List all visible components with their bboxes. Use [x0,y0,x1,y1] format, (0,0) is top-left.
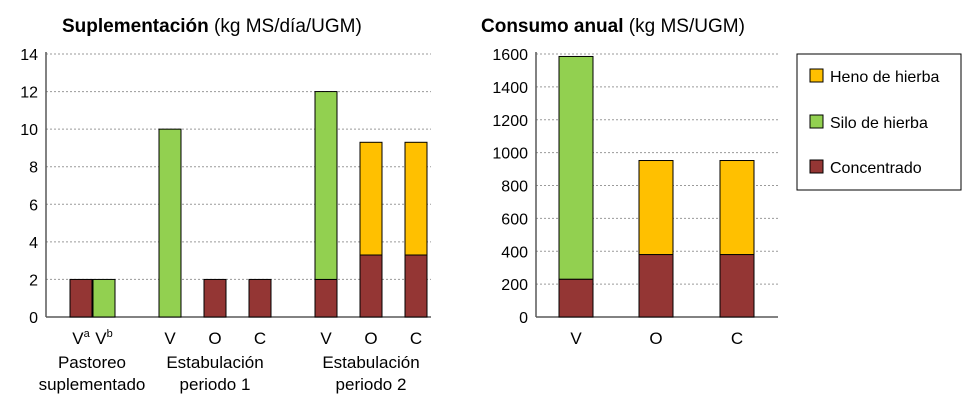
bar-concentrado-4 [248,278,272,318]
x-tick-label-3: O [208,329,221,348]
chart2-title-bold: Consumo anual [481,16,624,37]
bar-silo-1 [92,278,116,318]
y-tick-label-1400: 1400 [492,80,528,97]
y-tick-label-14: 14 [20,47,38,64]
x-tick-label-6: O [364,329,377,348]
legend-swatch-heno [809,68,824,83]
y-tick-label-12: 12 [20,85,38,102]
y-tick-label-10: 10 [20,122,38,139]
bar-concentrado-5 [314,278,338,318]
chart2-title: Consumo anual (kg MS/UGM) [481,16,745,37]
y-tick-label-1000: 1000 [492,146,528,163]
x-tick-base-4: C [254,329,266,348]
legend-label-concentrado: Concentrado [830,160,922,177]
group-label-1-0: Estabulación [166,353,263,372]
group-label-1-1: periodo 1 [180,375,251,394]
x-tick-base-0: V [570,329,582,348]
group-label-0-1: suplementado [39,375,146,394]
chart1-title-units: (kg MS/día/UGM) [209,16,362,37]
suplementacion-chart: Suplementación (kg MS/día/UGM) 0 2 4 6 8 10 12 1… [20,16,431,394]
x-tick-label-0: V [570,329,582,348]
legend-label-silo: Silo de hierba [830,115,928,132]
y-tick-label-0: 0 [519,310,528,327]
x-tick-label-4: C [254,329,266,348]
x-tick-sup-0: a [84,328,91,340]
y-tick-label-4: 4 [29,235,38,252]
x-tick-base-2: C [731,329,743,348]
legend-label-heno: Heno de hierba [830,69,940,86]
x-tick-label-1: O [649,329,662,348]
bar-silo-2 [158,128,182,318]
x-tick-label-1: Vb [95,328,112,348]
legend-swatch-silo [809,114,824,129]
y-tick-label-800: 800 [501,179,528,196]
bar-concentrado-0 [69,278,93,318]
x-tick-base-5: V [320,329,332,348]
y-tick-label-6: 6 [29,197,38,214]
legend: Heno de hierba Silo de hierba Concentrado [796,53,962,191]
group-label-2-1: periodo 2 [336,375,407,394]
chart1-title: Suplementación (kg MS/día/UGM) [62,16,362,37]
x-tick-base-1: O [649,329,662,348]
x-tick-sup-1: b [107,328,113,340]
chart2-title-units: (kg MS/UGM) [624,16,745,37]
x-tick-base-2: V [164,329,176,348]
x-tick-label-2: C [731,329,743,348]
y-tick-label-200: 200 [501,277,528,294]
y-tick-label-2: 2 [29,272,38,289]
y-tick-label-1600: 1600 [492,47,528,64]
group-label-0-0: Pastoreo [58,353,126,372]
x-tick-base-6: O [364,329,377,348]
chart1-title-bold: Suplementación [62,16,209,37]
bar-concentrado-0 [558,278,594,318]
y-tick-label-1200: 1200 [492,113,528,130]
x-tick-base-7: C [410,329,422,348]
bar-silo-5 [314,91,338,280]
bar-heno-7 [404,141,428,256]
bar-silo-0 [558,55,594,280]
bar-concentrado-3 [203,278,227,318]
y-tick-label-8: 8 [29,160,38,177]
legend-swatch-concentrado [809,159,824,174]
x-tick-label-0: Va [72,328,90,348]
legend-box [796,53,962,191]
bar-concentrado-1 [638,254,674,318]
bar-concentrado-7 [404,254,428,318]
group-label-2-0: Estabulación [322,353,419,372]
bar-concentrado-2 [719,254,755,318]
y-tick-label-400: 400 [501,244,528,261]
x-tick-base-1: V [95,329,107,348]
x-tick-base-3: O [208,329,221,348]
bar-heno-2 [719,160,755,256]
y-tick-label-600: 600 [501,211,528,228]
x-tick-base-0: V [72,329,84,348]
bar-heno-6 [359,141,383,256]
y-tick-label-0: 0 [29,310,38,327]
bar-concentrado-6 [359,254,383,318]
x-tick-label-5: V [320,329,332,348]
consumo-anual-chart: Consumo anual (kg MS/UGM) 0 200 400 600 800 10… [481,16,778,348]
x-tick-label-7: C [410,329,422,348]
x-tick-label-2: V [164,329,176,348]
bar-heno-1 [638,160,674,256]
